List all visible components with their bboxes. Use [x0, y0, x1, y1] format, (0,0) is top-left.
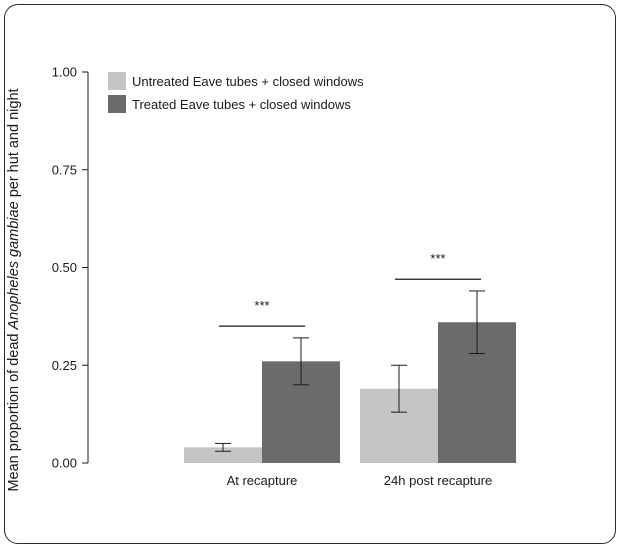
y-axis-label-part: Mean proportion of dead [6, 330, 22, 492]
legend-label-untreated: Untreated Eave tubes + closed windows [132, 74, 364, 89]
significance-stars: *** [254, 298, 269, 313]
legend: Untreated Eave tubes + closed windows Tr… [108, 72, 364, 113]
y-tick-label: 0.75 [52, 162, 77, 177]
legend-label-treated: Treated Eave tubes + closed windows [132, 97, 351, 112]
y-tick-label: 0.50 [52, 260, 77, 275]
legend-swatch-untreated [108, 72, 126, 90]
bar [184, 447, 262, 463]
y-tick-label: 1.00 [52, 65, 77, 80]
legend-swatch-treated [108, 95, 126, 113]
significance-markers: *** *** [219, 251, 481, 327]
y-axis-ticks: 0.00 0.25 0.50 0.75 1.00 [52, 65, 88, 471]
bar-chart: Mean proportion of dead Anopheles gambia… [6, 65, 516, 492]
bars [184, 322, 516, 463]
y-tick-label: 0.25 [52, 358, 77, 373]
y-axis-label: Mean proportion of dead Anopheles gambia… [6, 88, 22, 491]
y-axis-label-species: Anopheles gambiae [6, 201, 22, 330]
category-labels: At recapture 24h post recapture [227, 473, 493, 488]
y-tick-label: 0.00 [52, 456, 77, 471]
y-axis-label-part: per hut and night [6, 88, 22, 201]
category-label: 24h post recapture [384, 473, 492, 488]
error-bars [215, 290, 485, 452]
significance-stars: *** [430, 251, 445, 266]
category-label: At recapture [227, 473, 298, 488]
